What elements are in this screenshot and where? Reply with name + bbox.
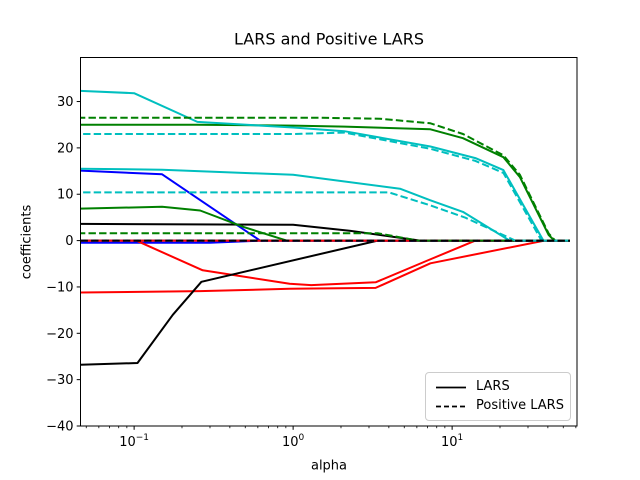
- series-lars-coef-black-2: [80, 239, 570, 366]
- series-positive-lars-coef-green-2: [80, 232, 570, 242]
- x-axis-label: alpha: [310, 458, 348, 474]
- y-tick-label: −10: [46, 280, 73, 295]
- legend-label-lars: LARS: [476, 379, 510, 394]
- series-positive-lars-coef-cyan-2: [80, 191, 570, 242]
- y-axis-label: coefficients: [19, 204, 35, 280]
- legend-dashed-line-sample: [436, 405, 466, 407]
- chart-title: LARS and Positive LARS: [233, 29, 425, 49]
- legend-entry-lars: LARS: [435, 379, 570, 395]
- legend-label-positive-lars: Positive LARS: [476, 398, 564, 413]
- legend-solid-line-sample: [436, 386, 466, 388]
- y-tick-label: 0: [65, 234, 73, 249]
- series-lars-coef-cyan-1: [80, 89, 570, 242]
- y-tick-label: 10: [57, 188, 74, 203]
- y-tick-label: −30: [46, 373, 73, 388]
- y-tick-label: −40: [46, 420, 73, 435]
- series-lars-coef-red-2: [80, 239, 570, 287]
- legend: LARS Positive LARS: [425, 372, 571, 421]
- x-tick-label: 100: [282, 433, 305, 450]
- x-tick-label: 101: [441, 433, 463, 450]
- series-positive-lars-coef-cyan-1: [80, 131, 570, 242]
- series-lars-coef-cyan-2: [80, 167, 570, 242]
- legend-entry-positive-lars: Positive LARS: [435, 398, 570, 414]
- series-positive-lars-coef-green-1: [80, 116, 570, 242]
- y-tick-label: 30: [57, 95, 74, 110]
- series-group: [80, 89, 570, 366]
- y-tick-label: 20: [57, 141, 74, 156]
- axes-frame: [80, 57, 578, 427]
- y-tick-label: −20: [46, 327, 73, 342]
- x-tick-label: 10−1: [119, 433, 149, 450]
- series-lars-coef-blue-1: [80, 169, 570, 242]
